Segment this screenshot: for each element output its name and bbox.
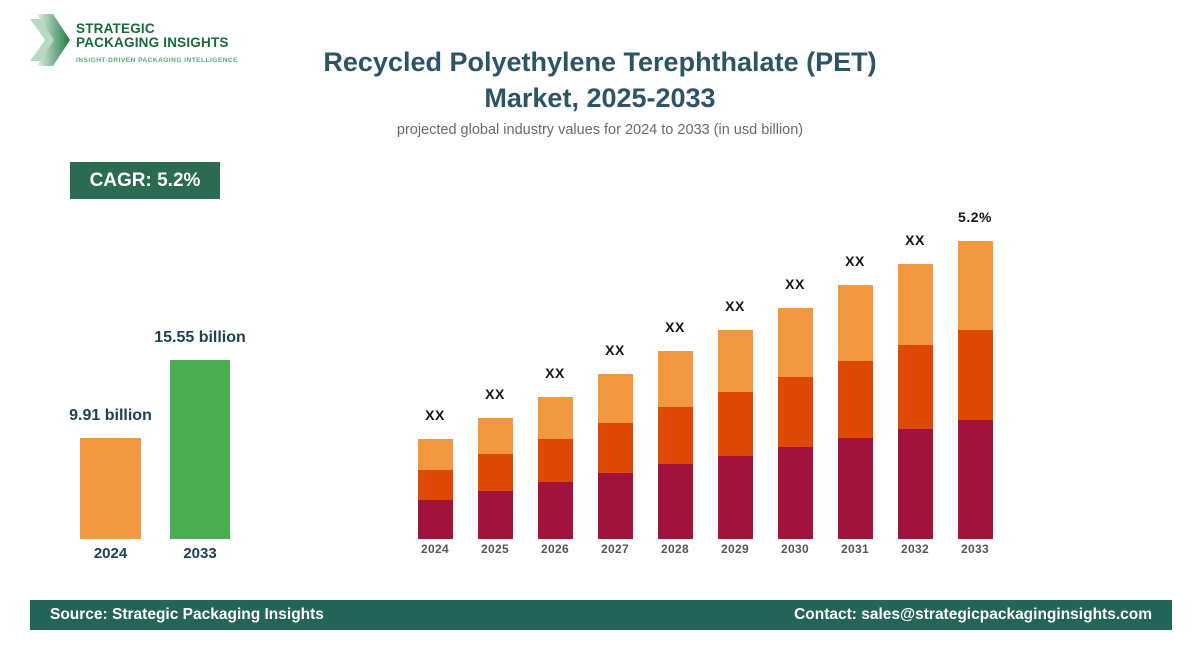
brand-text: STRATEGIC PACKAGING INSIGHTS INSIGHT-DRI… — [76, 14, 238, 65]
stacked-bar-2033 — [957, 241, 993, 539]
axis-year-label: 2032 — [901, 542, 929, 556]
bar-top-segment — [657, 351, 693, 407]
brand-name-line2: PACKAGING INSIGHTS — [76, 35, 229, 50]
bar-middle-segment — [837, 361, 873, 438]
bar-bottom-segment — [597, 473, 633, 539]
bar-value-label: XX — [905, 232, 925, 248]
bar-top-segment — [417, 439, 453, 470]
bar-middle-segment — [597, 423, 633, 473]
summary-bar-2033 — [170, 360, 230, 539]
bar-value-label: 15.55 billion — [154, 329, 246, 346]
bar-top-segment — [897, 264, 933, 345]
axis-year-label: 2030 — [781, 542, 809, 556]
bar-middle-segment — [537, 439, 573, 482]
bar-bottom-segment — [897, 429, 933, 539]
stacked-bar-2029 — [717, 330, 753, 539]
axis-year-label: 2033 — [961, 542, 989, 556]
bar-middle-segment — [777, 377, 813, 447]
axis-year-label: 2024 — [93, 545, 128, 562]
axis-year-label: 2029 — [721, 542, 749, 556]
bar-value-label: XX — [425, 407, 445, 423]
page-subtitle: projected global industry values for 202… — [396, 122, 804, 138]
axis-year-label: 2031 — [841, 542, 869, 556]
stacked-bar-2027 — [597, 374, 633, 539]
bar-value-label: XX — [665, 319, 685, 335]
stacked-bar-2031 — [837, 285, 873, 539]
bar-middle-segment — [477, 454, 513, 491]
stacked-bar-2026 — [537, 397, 573, 539]
stacked-bar-2028 — [657, 351, 693, 539]
bar-bottom-segment — [537, 482, 573, 539]
stacked-bar-2032 — [897, 264, 933, 539]
axis-year-label: 2033 — [183, 545, 217, 562]
page-title-line2: Market, 2025-2033 — [484, 83, 716, 113]
bar-top-segment — [537, 397, 573, 439]
double-chevron-right-icon — [30, 14, 70, 66]
bar-middle-segment — [657, 407, 693, 464]
bar-middle-segment — [957, 330, 993, 420]
axis-year-label: 2025 — [481, 542, 509, 556]
contact-text: Contact: sales@strategicpackaginginsight… — [794, 606, 1152, 623]
summary-bar-2024 — [80, 438, 141, 539]
axis-year-label: 2027 — [601, 542, 629, 556]
stacked-bar-2024 — [417, 439, 453, 539]
bar-top-segment — [957, 241, 993, 330]
stacked-bar-2025 — [477, 418, 513, 539]
footer-bar: Source: Strategic Packaging Insights Con… — [30, 600, 1172, 630]
header: Recycled Polyethylene Terephthalate (PET… — [0, 44, 1200, 138]
bar-value-label: XX — [605, 342, 625, 358]
brand-tagline: INSIGHT-DRIVEN PACKAGING INTELLIGENCE — [76, 57, 238, 64]
bar-value-label: XX — [845, 253, 865, 269]
bar-middle-segment — [417, 470, 453, 500]
bar-bottom-segment — [657, 464, 693, 539]
bar-bottom-segment — [777, 447, 813, 539]
yearly-stacked-chart: XX 2024 XX 2025 XX 2026 XX 2027 XX 2028 XX 2029 XX 20… — [400, 205, 1020, 565]
bar-bottom-segment — [957, 420, 993, 539]
bar-bottom-segment — [837, 438, 873, 539]
bar-value-label: XX — [785, 276, 805, 292]
bar-value-label: 9.91 billion — [69, 407, 152, 424]
source-text: Source: Strategic Packaging Insights — [50, 606, 324, 623]
bar-bottom-segment — [417, 500, 453, 539]
bar-middle-segment — [897, 345, 933, 429]
stacked-bar-2030 — [777, 308, 813, 539]
brand-name-line1: STRATEGIC — [76, 21, 155, 36]
bar-top-segment — [477, 418, 513, 454]
bar-value-label: XX — [545, 365, 565, 381]
bar-top-segment — [717, 330, 753, 392]
cagr-badge: CAGR: 5.2% — [70, 162, 220, 199]
page-title-line1: Recycled Polyethylene Terephthalate (PET… — [323, 47, 877, 77]
bar-middle-segment — [717, 392, 753, 456]
bar-bottom-segment — [717, 456, 753, 539]
bar-value-label: 5.2% — [958, 209, 992, 225]
bar-value-label: XX — [725, 298, 745, 314]
axis-year-label: 2024 — [421, 542, 449, 556]
bar-top-segment — [777, 308, 813, 377]
bar-top-segment — [837, 285, 873, 361]
bar-bottom-segment — [477, 491, 513, 539]
bar-top-segment — [597, 374, 633, 423]
axis-year-label: 2026 — [541, 542, 569, 556]
axis-year-label: 2028 — [661, 542, 689, 556]
brand-logo: STRATEGIC PACKAGING INSIGHTS INSIGHT-DRI… — [30, 14, 238, 66]
summary-chart: 9.91 billion 2024 15.55 billion 2033 — [69, 320, 246, 565]
bar-value-label: XX — [485, 386, 505, 402]
